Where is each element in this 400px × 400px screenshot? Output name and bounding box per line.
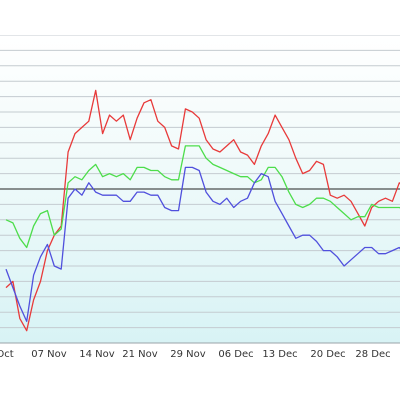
x-tick-label: 07 Nov bbox=[31, 349, 67, 360]
series-line-2 bbox=[5, 145, 400, 249]
x-tick-label: 29 Nov bbox=[170, 349, 206, 360]
series-lines bbox=[5, 89, 400, 332]
x-tick-label: 21 Nov bbox=[122, 349, 158, 360]
x-tick-label: 20 Dec bbox=[310, 349, 345, 360]
x-tick-label: 06 Dec bbox=[218, 349, 253, 360]
x-tick-label: 13 Dec bbox=[262, 349, 297, 360]
series-line-3 bbox=[5, 166, 400, 323]
x-tick-label: 14 Nov bbox=[79, 349, 115, 360]
x-axis: Oct 07 Nov 14 Nov 21 Nov 29 Nov 06 Dec 13 Dec 2… bbox=[0, 342, 400, 360]
series-line-1 bbox=[5, 89, 400, 332]
x-tick-label: 28 Dec bbox=[355, 349, 390, 360]
x-tick-label: Oct bbox=[0, 349, 14, 360]
